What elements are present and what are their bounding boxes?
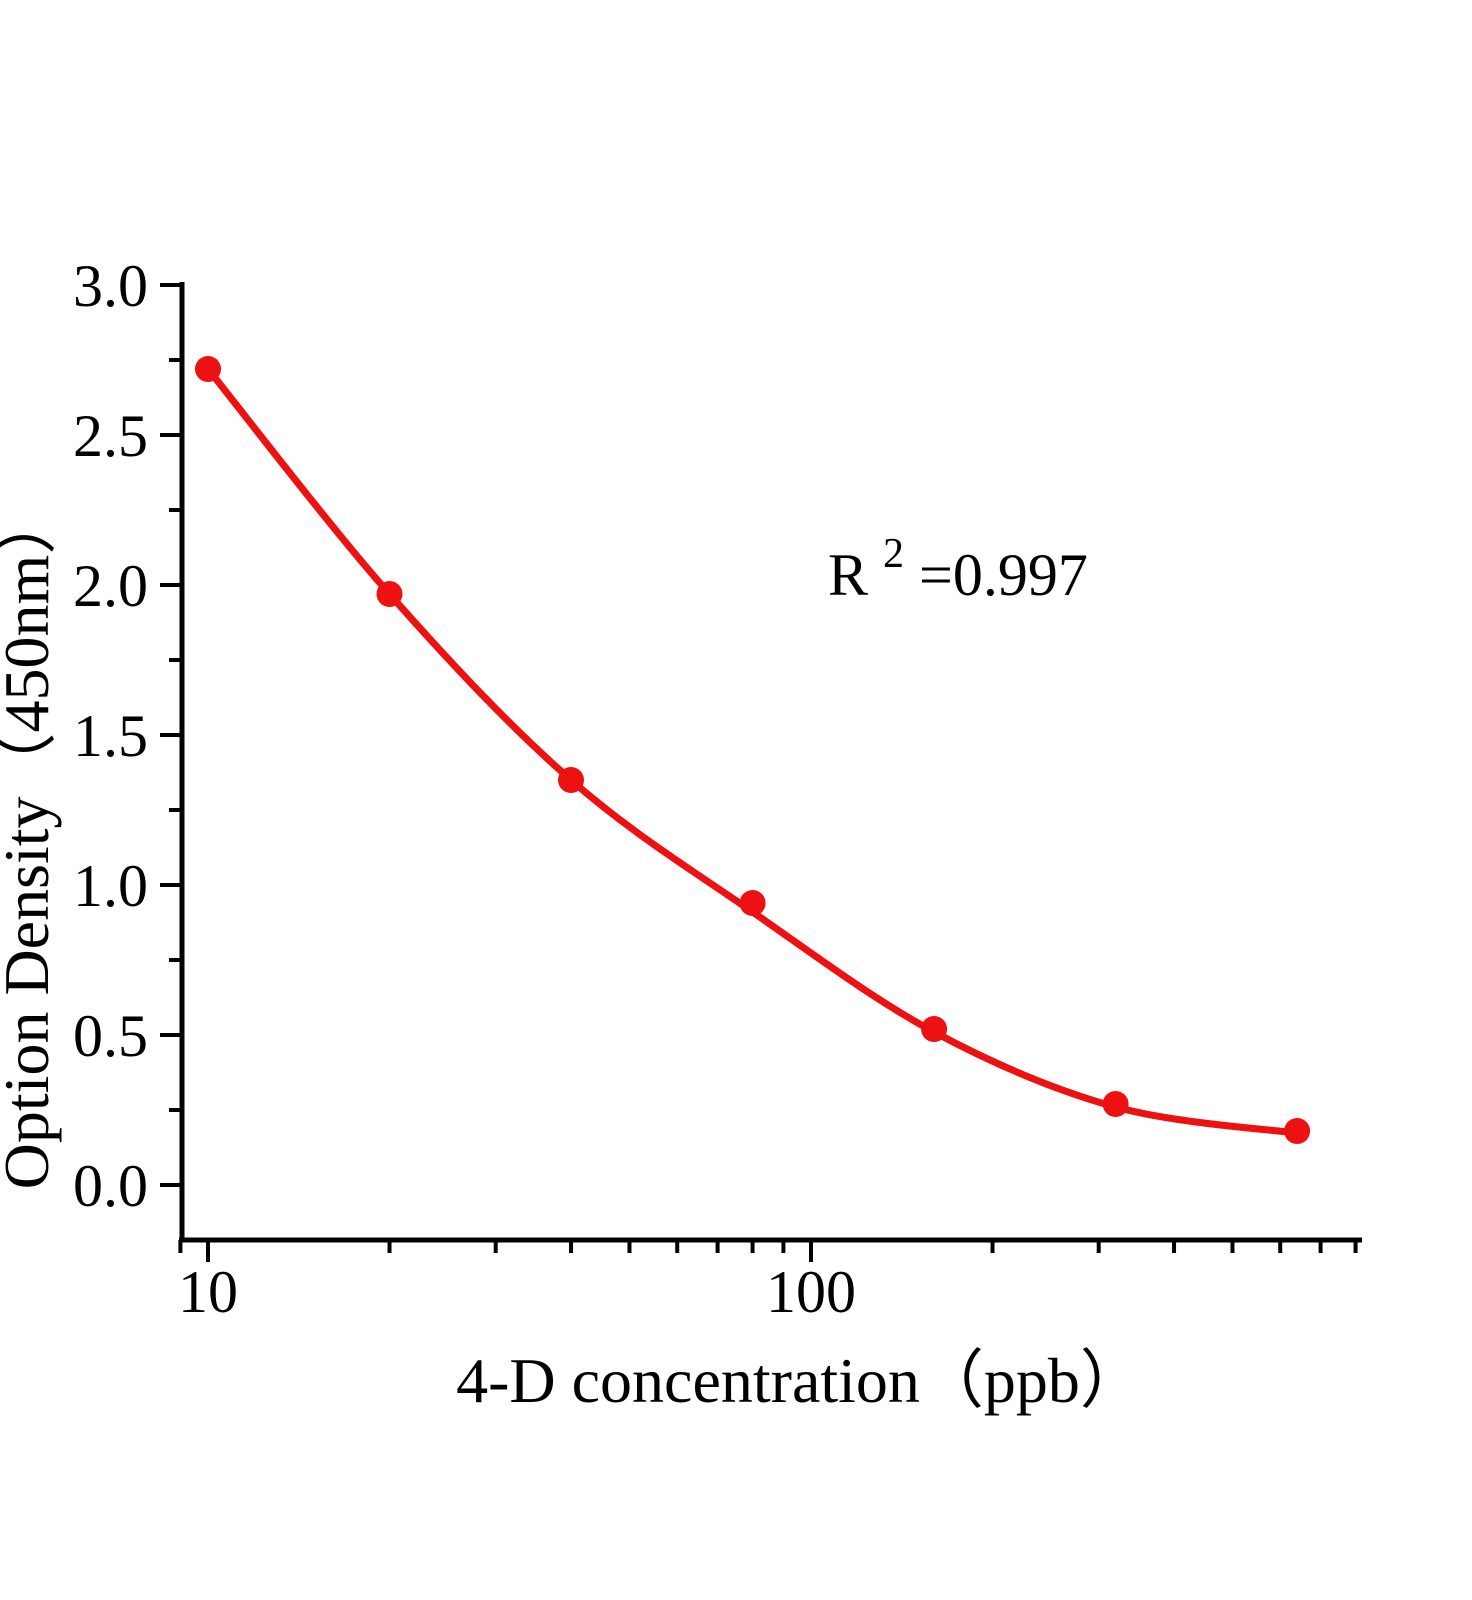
- r-squared-annotation: R 2 =0.997: [828, 514, 1088, 608]
- y-tick-label: 1.0: [73, 853, 148, 919]
- x-tick-label: 100: [766, 1259, 856, 1325]
- y-tick-label: 2.5: [73, 403, 148, 469]
- data-point: [921, 1016, 948, 1042]
- r-squared-suffix: =0.997: [919, 542, 1088, 608]
- data-point: [1102, 1091, 1129, 1117]
- y-tick-label: 0.0: [73, 1153, 148, 1219]
- y-tick-label: 0.5: [73, 1003, 148, 1069]
- data-point: [195, 356, 221, 382]
- fit-curve: [204, 365, 1309, 1138]
- r-squared-superscript: 2: [883, 531, 904, 577]
- data-point: [1284, 1118, 1311, 1144]
- axes: [160, 282, 1362, 1262]
- r-squared-base: R: [828, 542, 868, 608]
- tick-labels: 3.0 2.5 2.0 1.5 1.0 0.5 0.0 10 100: [73, 253, 856, 1325]
- y-tick-label: 2.0: [73, 553, 148, 619]
- x-tick-label: 10: [178, 1259, 238, 1325]
- data-point: [558, 767, 584, 793]
- data-point: [739, 890, 766, 916]
- y-tick-label: 1.5: [73, 703, 148, 769]
- data-point: [376, 581, 403, 607]
- x-axis-title: 4-D concentration（ppb）: [456, 1345, 1144, 1416]
- y-axis-title: Option Density（450nm）: [0, 491, 62, 1190]
- data-points: [195, 356, 1311, 1144]
- y-tick-label: 3.0: [73, 253, 148, 319]
